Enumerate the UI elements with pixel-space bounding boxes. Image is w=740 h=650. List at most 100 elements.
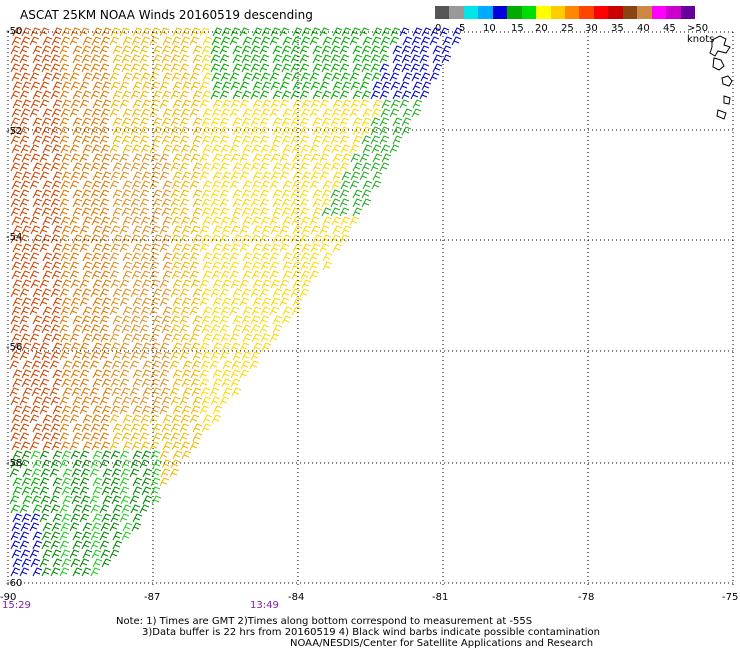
wind-barb: [270, 243, 281, 253]
wind-barb: [150, 99, 161, 109]
wind-barb: [69, 549, 80, 559]
wind-barb: [119, 225, 130, 235]
wind-barb: [99, 54, 110, 64]
wind-barb: [429, 72, 440, 82]
wind-barb: [42, 72, 53, 82]
wind-barb: [212, 279, 223, 289]
wind-barb: [220, 180, 231, 190]
wind-barb: [101, 153, 112, 163]
wind-barb: [161, 432, 172, 442]
wind-barb: [90, 54, 101, 64]
legend-label: 40: [637, 23, 650, 34]
wind-barb: [90, 117, 101, 127]
wind-barb: [432, 54, 443, 64]
wind-barb: [241, 90, 252, 100]
wind-barb: [300, 108, 311, 118]
wind-barb: [82, 252, 93, 262]
wind-barb: [61, 27, 72, 37]
wind-barb: [72, 432, 83, 442]
wind-barb: [19, 288, 30, 298]
wind-barb: [410, 90, 421, 100]
wind-barb: [39, 99, 50, 109]
wind-barb: [361, 135, 372, 145]
wind-barb: [140, 36, 151, 46]
wind-barb: [29, 144, 40, 154]
wind-barb: [119, 297, 130, 307]
wind-barb: [170, 45, 181, 55]
wind-barb: [99, 324, 110, 334]
wind-barb: [181, 405, 192, 415]
wind-barb: [192, 423, 203, 433]
wind-barb: [211, 261, 222, 271]
wind-barb: [122, 252, 133, 262]
wind-barb: [10, 45, 21, 55]
wind-barb: [30, 225, 41, 235]
wind-barb: [419, 54, 430, 64]
wind-barb: [179, 90, 190, 100]
wind-barb: [232, 63, 243, 73]
wind-barb: [21, 27, 32, 37]
wind-barb: [19, 567, 30, 577]
wind-barb: [350, 99, 361, 109]
wind-barb: [282, 216, 293, 226]
wind-barb: [29, 522, 40, 532]
wind-barb: [159, 477, 170, 487]
wind-barb: [160, 360, 171, 370]
wind-barb: [410, 63, 421, 73]
wind-barb: [32, 396, 43, 406]
wind-barb: [212, 171, 223, 181]
wind-barb: [180, 108, 191, 118]
wind-barb: [41, 207, 52, 217]
wind-barb: [61, 279, 72, 289]
wind-barb: [170, 288, 181, 298]
wind-barb: [392, 45, 403, 55]
wind-barb: [100, 261, 111, 271]
wind-barb: [269, 261, 280, 271]
wind-barb: [122, 441, 133, 451]
wind-barb: [159, 27, 170, 37]
wind-barb: [179, 423, 190, 433]
wind-barb: [42, 441, 53, 451]
wind-barb: [11, 270, 22, 280]
wind-barb: [70, 27, 81, 37]
wind-barb: [30, 558, 41, 568]
wind-barb: [20, 72, 31, 82]
wind-barb: [132, 342, 143, 352]
wind-barb: [161, 459, 172, 469]
wind-barb: [330, 45, 341, 55]
wind-barb: [392, 126, 403, 136]
wind-barb: [72, 45, 83, 55]
wind-barb: [371, 108, 382, 118]
wind-barb: [59, 162, 70, 172]
wind-barb: [359, 27, 370, 37]
wind-barb: [350, 27, 361, 37]
wind-barb: [72, 504, 83, 514]
wind-barb: [132, 225, 143, 235]
wind-barb: [110, 486, 121, 496]
wind-barb: [250, 117, 261, 127]
wind-barb: [149, 414, 160, 424]
wind-barb: [90, 234, 101, 244]
wind-barb: [189, 270, 200, 280]
wind-barb: [21, 342, 32, 352]
wind-barb: [319, 225, 330, 235]
wind-barb: [150, 405, 161, 415]
wind-barb: [141, 297, 152, 307]
wind-barb: [300, 252, 311, 262]
wind-barb: [192, 54, 203, 64]
wind-barb: [100, 180, 111, 190]
wind-barb: [91, 441, 102, 451]
wind-barb: [82, 261, 93, 271]
wind-barb: [290, 63, 301, 73]
wind-barb: [349, 72, 360, 82]
wind-barb: [189, 108, 200, 118]
lon-label-90: -90: [0, 592, 17, 603]
wind-barb: [41, 324, 52, 334]
wind-barb: [209, 387, 220, 397]
wind-barb: [99, 351, 110, 361]
wind-barb: [259, 324, 270, 334]
wind-barb: [39, 297, 50, 307]
wind-barb: [32, 45, 43, 55]
wind-barb: [69, 72, 80, 82]
wind-barb: [60, 36, 71, 46]
